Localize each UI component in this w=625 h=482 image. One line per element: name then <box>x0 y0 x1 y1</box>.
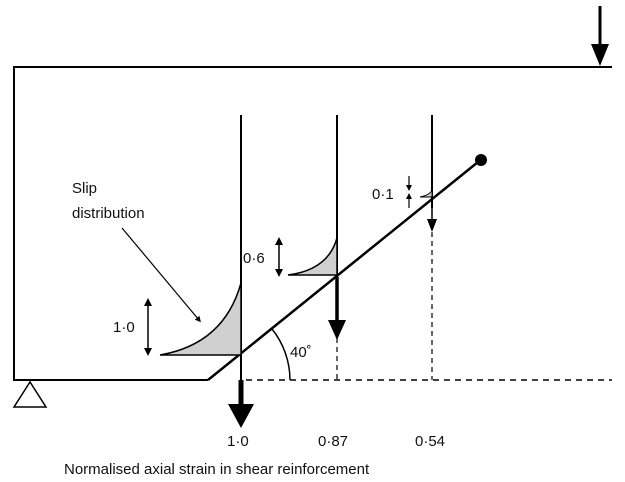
strain-arrow-3-head <box>427 219 437 232</box>
beam-outline <box>13 66 612 381</box>
slip-label-line1: Slip <box>72 180 97 197</box>
slip-label-line2: distribution <box>72 205 145 222</box>
slip-leader-line <box>121 227 201 323</box>
slip-magnitude-1: 1·0 <box>113 319 135 336</box>
angle-arc <box>271 328 291 381</box>
crack-tip-dot <box>475 154 487 166</box>
strain-value-1: 1·0 <box>227 433 249 450</box>
applied-load-arrow-head <box>591 44 609 66</box>
strain-arrow-1-head <box>228 404 254 428</box>
slip-distribution-3 <box>419 189 433 198</box>
slip-magnitude-3: 0·1 <box>372 186 394 203</box>
caption: Normalised axial strain in shear reinfor… <box>64 461 370 478</box>
angle-label: 40˚ <box>290 344 312 361</box>
shear-crack-line <box>207 161 479 381</box>
slip-distribution-1 <box>159 282 242 356</box>
slip-distribution-2 <box>287 237 338 276</box>
strain-value-2: 0·87 <box>318 433 348 450</box>
strain-value-3: 0·54 <box>415 433 445 450</box>
strain-arrow-2-head <box>328 320 346 340</box>
slip-magnitude-2: 0·6 <box>243 250 265 267</box>
support-triangle <box>12 380 48 408</box>
